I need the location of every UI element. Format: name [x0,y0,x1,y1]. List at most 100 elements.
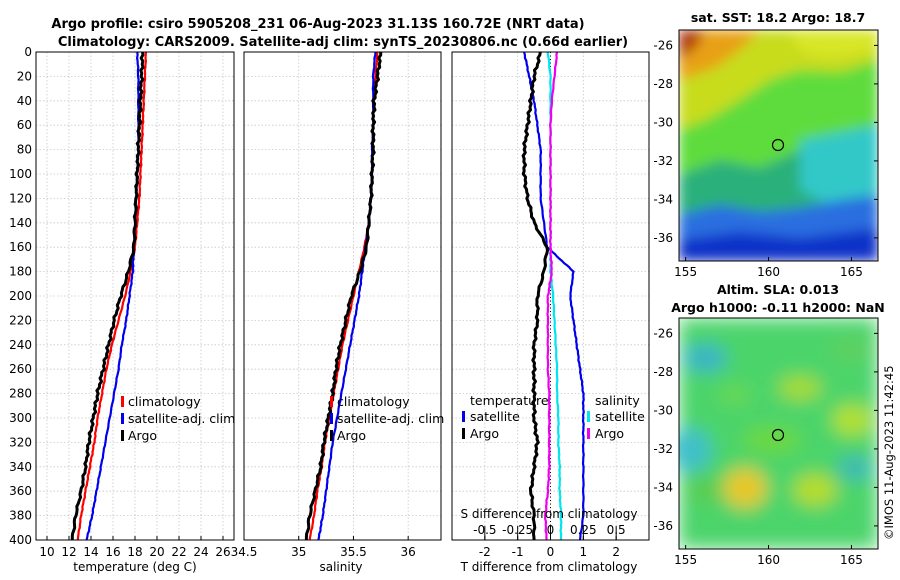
temperature-ticks: 10 12 14 16 18 20 22 24 260204060801001201401601… [9,45,231,559]
s-tick-label: 0 [547,523,555,537]
legend-argo-label: Argo [128,428,157,443]
y-tick-label: 160 [9,240,32,254]
map-y-tick-label: -32 [653,154,673,168]
y-tick-label: 140 [9,216,32,230]
salinity-legend: climatology satellite-adj. clim Argo [330,394,444,443]
y-tick-label: 280 [9,387,32,401]
difference-series [521,51,585,541]
map-y-tick-label: -36 [653,231,673,245]
map-y-tick-label: -32 [653,442,673,456]
y-tick-label: 300 [9,411,32,425]
legend-sal-satellite-swatch [587,411,590,422]
legend-temp-satellite-swatch [462,411,465,422]
legend-satellite-swatch [121,413,124,424]
temperature-legend: climatology satellite-adj. clim Argo [121,394,235,443]
sst-map: sat. SST: 18.2 Argo: 18.7 155 160 165 -26 -2… [653,10,879,279]
map-x-tick-label: 165 [840,265,863,279]
x-tick-label: 20 [149,545,164,559]
sst-map-frame [678,29,879,262]
x-tick-label: 10 [39,545,54,559]
title-line-1: Argo profile: csiro 5905208_231 06-Aug-2… [51,17,584,32]
sst-map-title: sat. SST: 18.2 Argo: 18.7 [691,10,865,25]
map-y-tick-label: -30 [653,115,673,129]
salinity-ticks: 34.5 35 35.5 36 [231,536,416,559]
legend-climatology-swatch [121,396,124,407]
y-tick-label: 0 [24,45,32,59]
salinity-panel: 34.5 35 35.5 36 salinity climatology satell… [231,51,444,574]
difference-panel: -2 -1 0 1 2 T difference from climatology S … [451,51,650,574]
sst-argo-marker [771,138,785,152]
y-tick-label: 360 [9,484,32,498]
difference-ticks: -2 -1 0 1 2 [479,536,620,559]
legend-climatology-label: climatology [128,394,201,409]
x-tick-label: 0 [547,545,555,559]
sla-map: Altim. SLA: 0.013 Argo h1000: -0.11 h200… [653,282,884,567]
x-tick-label: 24 [193,545,208,559]
temperature-series [70,51,147,541]
y-tick-label: 200 [9,289,32,303]
sla-map-ticks: 155 160 165 -26 -28 -30 -32 -34 -36 [653,326,878,567]
y-tick-label: 40 [17,94,32,108]
x-tick-label: -1 [512,545,524,559]
x-tick-label: 16 [105,545,120,559]
legend-temperature-title: temperature [470,393,549,408]
y-tick-label: 60 [17,118,32,132]
x-tick-label: 18 [127,545,142,559]
series-temperature-argo [521,51,549,541]
x-tick-label: 22 [171,545,186,559]
map-y-tick-label: -34 [653,480,673,494]
map-y-tick-label: -26 [653,326,673,340]
salinity-axes-box [243,51,442,541]
legend-satellite-label: satellite-adj. clim [128,411,235,426]
salinity-series [304,51,383,541]
s-tick-label: 0.25 [570,523,597,537]
salinity-grid [243,51,441,541]
legend-argo-swatch [121,430,124,441]
sst-map-ticks: 155 160 165 -26 -28 -30 -32 -34 -36 [653,38,878,279]
map-y-tick-label: -28 [653,365,673,379]
y-tick-label: 260 [9,362,32,376]
legend-satellite-swatch [330,413,333,424]
series-climatology [76,51,147,541]
s-tick-label: -0.5 [473,523,496,537]
series-temperature-satellite [523,51,585,541]
y-tick-label: 220 [9,313,32,327]
y-tick-label: 100 [9,167,32,181]
x-tick-label: 1 [580,545,588,559]
x-tick-label: 14 [83,545,98,559]
salinity-xlabel: salinity [319,560,362,574]
map-y-tick-label: -30 [653,403,673,417]
legend-temp-argo-swatch [462,428,465,439]
map-x-tick-label: 160 [757,553,780,567]
y-tick-label: 400 [9,533,32,547]
x-tick-label: 34.5 [231,545,258,559]
copyright-stamp: ©IMOS 11-Aug-2023 11:42:45 [882,365,896,540]
difference-legend-temperature: temperature satellite Argo [462,393,549,441]
legend-climatology-swatch [330,396,333,407]
map-x-tick-label: 165 [840,553,863,567]
x-tick-label: 2 [612,545,620,559]
temperature-xlabel: temperature (deg C) [73,560,196,574]
map-y-tick-label: -26 [653,38,673,52]
temperature-grid [36,51,234,541]
legend-climatology-label: climatology [337,394,410,409]
legend-satellite-label: satellite-adj. clim [337,411,444,426]
sst-field [679,30,878,261]
legend-argo-label: Argo [337,428,366,443]
series-salinity-argo [544,51,559,541]
legend-temp-argo-label: Argo [470,426,499,441]
temperature-panel: 10 12 14 16 18 20 22 24 260204060801001201401601… [9,45,235,574]
legend-argo-swatch [330,430,333,441]
series-argo [304,52,383,540]
s-tick-label: -0.25 [502,523,533,537]
legend-temp-satellite-label: satellite [470,409,520,424]
y-tick-label: 20 [17,69,32,83]
s-tick-label: 0.5 [607,523,626,537]
map-x-tick-label: 160 [757,265,780,279]
difference-xlabel: T difference from climatology [460,560,638,574]
y-tick-label: 320 [9,435,32,449]
y-tick-label: 240 [9,338,32,352]
legend-sal-argo-label: Argo [595,426,624,441]
legend-sal-argo-swatch [587,428,590,439]
